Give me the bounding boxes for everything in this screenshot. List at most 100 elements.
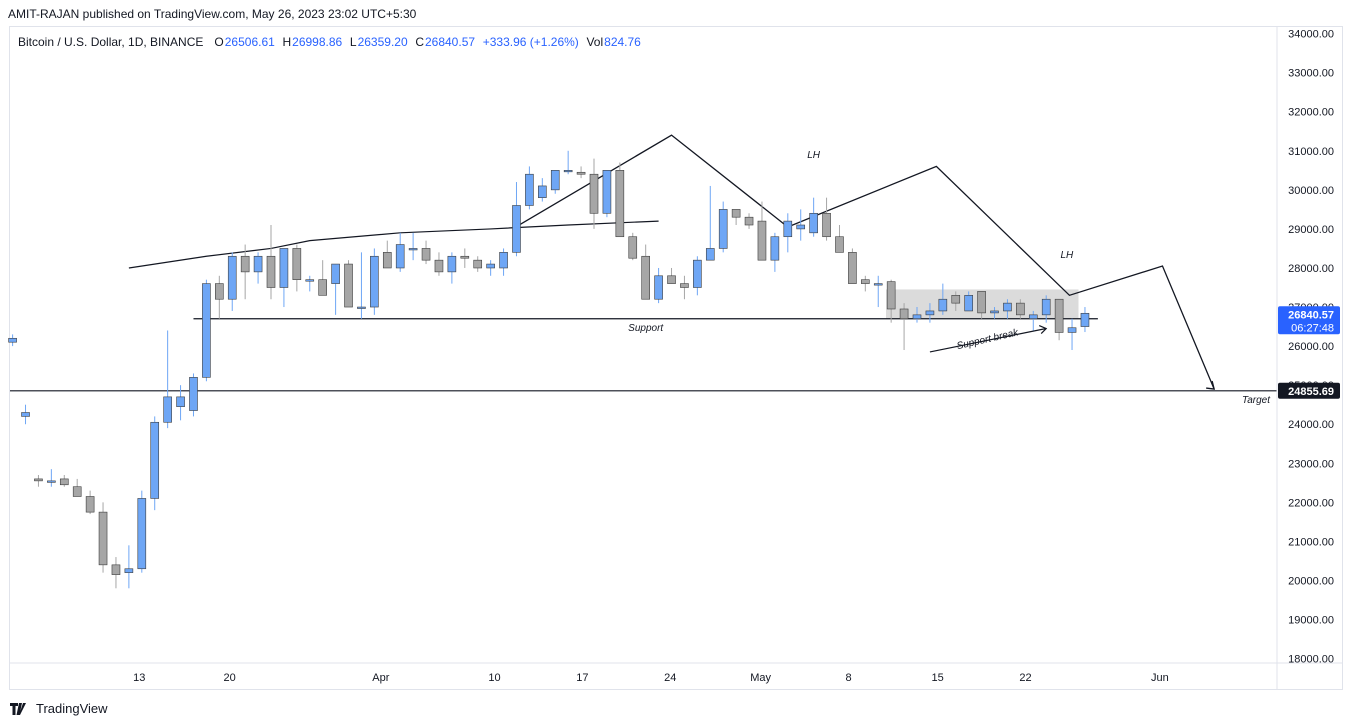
price-tick-label: 26000.00 — [1288, 341, 1334, 353]
time-tick-label: 24 — [664, 672, 676, 684]
pattern-path — [518, 134, 1215, 390]
candle-body — [563, 170, 573, 173]
price-tick-label: 31000.00 — [1288, 146, 1334, 158]
candle-body — [473, 259, 483, 269]
low-value: 26359.20 — [357, 35, 408, 49]
lh-label-1: LH — [807, 150, 821, 161]
candle-body — [176, 396, 185, 407]
candle-body — [1003, 302, 1012, 312]
candle-body — [215, 283, 224, 300]
candle-body — [757, 220, 767, 261]
candle-body — [693, 259, 702, 288]
candle-body — [1054, 298, 1064, 333]
candle-body — [731, 209, 741, 218]
price-tick-label: 21000.00 — [1288, 536, 1334, 548]
price-tick-label: 24000.00 — [1288, 419, 1334, 431]
candle-body — [72, 486, 82, 497]
ohlc-legend: Bitcoin / U.S. Dollar, 1D, BINANCE O2650… — [18, 35, 642, 49]
price-tick-label: 22000.00 — [1288, 497, 1334, 509]
candle-body — [34, 478, 43, 482]
target-price-value: 24855.69 — [1288, 386, 1334, 398]
candle-body — [240, 255, 250, 273]
tradingview-logo-icon — [10, 702, 26, 715]
support-break-label: Support break — [956, 327, 1021, 352]
volume-value: 824.76 — [604, 35, 641, 49]
target-label: Target — [1242, 395, 1271, 406]
candle-body — [460, 255, 470, 259]
chart-frame — [9, 26, 1343, 690]
candle-body — [744, 216, 754, 226]
candle-body — [1067, 327, 1077, 333]
candle-body — [292, 248, 302, 280]
candle-body — [344, 263, 353, 308]
candle-body — [615, 170, 625, 238]
candle-body — [990, 310, 999, 314]
candle-body — [318, 279, 327, 296]
target-arrowhead — [1206, 380, 1216, 390]
annotation-labels: Support Support break Target LH LH — [628, 150, 1271, 406]
candle-body — [835, 236, 844, 253]
candle-body — [331, 263, 340, 284]
high-value: 26998.86 — [292, 35, 343, 49]
candle-body — [447, 255, 457, 273]
candle-body — [8, 337, 17, 343]
candle-body — [382, 252, 392, 269]
close-label: C — [415, 35, 424, 49]
candle-body — [1080, 312, 1090, 327]
time-tick-label: 15 — [932, 672, 944, 684]
candle-body — [912, 314, 922, 320]
candle-body — [964, 295, 973, 312]
candle-body — [98, 511, 108, 566]
lh-label-2: LH — [1060, 250, 1074, 261]
footer-brand: TradingView — [36, 701, 108, 716]
candle-body — [886, 281, 896, 310]
time-axis: 13 20 Apr 10 17 24 May 8 15 22 Jun — [10, 662, 1343, 684]
price-tick-label: 32000.00 — [1288, 107, 1334, 119]
candle-body — [796, 224, 806, 230]
candle-body — [150, 421, 160, 499]
time-tick-label: Apr — [372, 672, 389, 684]
time-tick-label: Jun — [1151, 672, 1169, 684]
symbol-name[interactable]: Bitcoin / U.S. Dollar, 1D, BINANCE — [18, 35, 204, 49]
change-value: +333.96 (+1.26%) — [482, 35, 579, 49]
price-tick-label: 19000.00 — [1288, 615, 1334, 627]
support-label: Support — [628, 323, 664, 334]
support-break-arrowhead — [1038, 324, 1048, 334]
candle-body — [705, 248, 715, 261]
candle-body — [357, 306, 366, 309]
candle-body — [499, 252, 508, 269]
time-tick-label: 22 — [1019, 672, 1031, 684]
candle-body — [576, 171, 586, 175]
candle-body — [589, 173, 599, 214]
price-tick-label: 20000.00 — [1288, 575, 1334, 587]
candle-body — [667, 275, 676, 284]
time-tick-label: 8 — [845, 672, 851, 684]
candle-body — [848, 252, 857, 284]
candle-body — [718, 209, 728, 249]
candle-body — [899, 308, 909, 320]
price-axis: 34000.00 33000.00 32000.00 31000.00 30000.00… — [1276, 27, 1340, 689]
candle-body — [434, 259, 444, 273]
candle-body — [525, 173, 534, 206]
time-tick-label: 17 — [576, 672, 588, 684]
candle-body — [421, 248, 431, 261]
candle-body — [977, 291, 986, 314]
open-value: 26506.61 — [224, 35, 275, 49]
high-label: H — [282, 35, 292, 49]
price-tick-label: 30000.00 — [1288, 185, 1334, 197]
candle-body — [227, 255, 237, 300]
price-tick-label: 23000.00 — [1288, 458, 1334, 470]
price-tick-label: 29000.00 — [1288, 224, 1334, 236]
candle-body — [279, 248, 289, 288]
volume-label: Vol — [586, 35, 604, 49]
tradingview-footer[interactable]: TradingView — [9, 701, 108, 716]
open-label: O — [214, 35, 224, 49]
target-price-tag — [1278, 382, 1340, 399]
candle-body — [873, 283, 883, 286]
candle-body — [809, 212, 818, 234]
candle-body — [654, 275, 663, 300]
candle-body — [512, 205, 521, 253]
candle-body — [550, 170, 560, 191]
candle-body — [163, 396, 172, 423]
